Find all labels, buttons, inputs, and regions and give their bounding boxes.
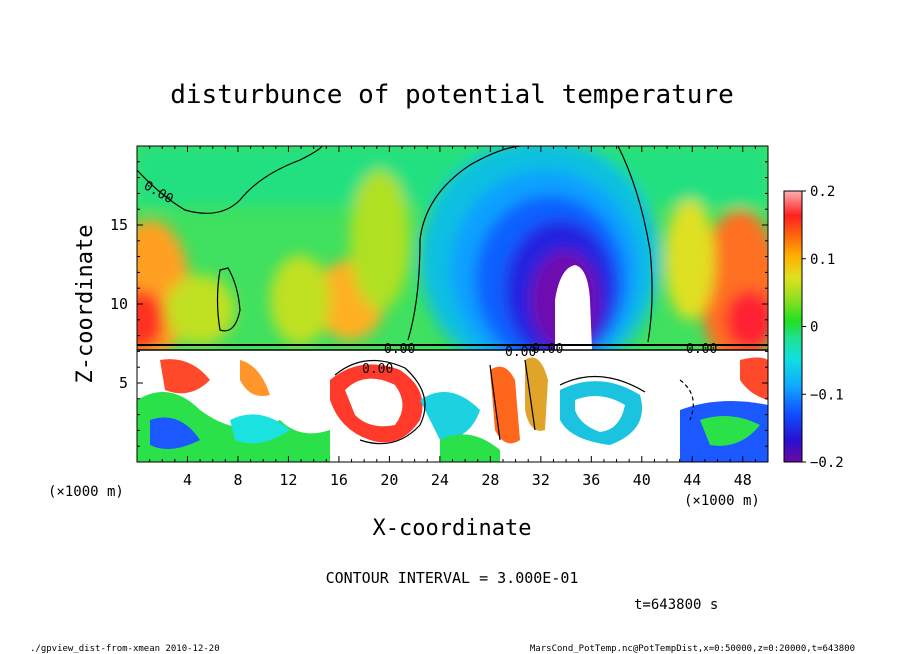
x-tick-label: 16: [330, 471, 348, 489]
contour-label: 0.00: [505, 345, 536, 360]
colorbar-tick-label: −0.2: [810, 455, 844, 471]
colorbar-tick-label: −0.1: [810, 387, 844, 403]
y-axis: 5 10 15: [110, 161, 768, 447]
x-unit-left: (×1000 m): [48, 484, 124, 500]
heatmap-field: [137, 146, 768, 462]
x-tick-label: 20: [380, 471, 398, 489]
colorbar-tick-label: 0: [810, 320, 818, 336]
contour-label: 0.00: [532, 342, 563, 357]
y-tick-label: 10: [110, 295, 128, 313]
contour-label: 0.00: [362, 362, 393, 377]
contour-interval: CONTOUR INTERVAL = 3.000E-01: [326, 569, 579, 587]
time-stamp: t=643800 s: [634, 597, 718, 613]
colorbar-ticks: 0.2 0.1 0 −0.1 −0.2: [802, 184, 844, 471]
x-tick-label: 4: [183, 471, 192, 489]
x-tick-label: 44: [683, 471, 701, 489]
x-axis: 4 8 12 16 20 24 28 32 36 40 44 48: [149, 146, 756, 489]
x-tick-label: 28: [481, 471, 499, 489]
colorbar: [783, 190, 803, 463]
x-tick-label: 8: [233, 471, 242, 489]
footer-left: ./gpview_dist-from-xmean 2010-12-20: [30, 644, 220, 654]
colorbar-tick-label: 0.1: [810, 252, 835, 268]
x-tick-label: 24: [431, 471, 449, 489]
contour-label: 0.00: [384, 342, 415, 357]
contour-label: 0.00: [686, 342, 717, 357]
x-axis-label: X-coordinate: [373, 516, 532, 541]
x-tick-label: 48: [734, 471, 752, 489]
x-tick-label: 12: [279, 471, 297, 489]
chart-title: disturbunce of potential temperature: [170, 80, 734, 110]
x-tick-label: 40: [633, 471, 651, 489]
footer-right: MarsCond_PotTemp.nc@PotTempDist,x=0:5000…: [530, 644, 855, 654]
x-tick-label: 32: [532, 471, 550, 489]
x-tick-label: 36: [582, 471, 600, 489]
colorbar-tick-label: 0.2: [810, 184, 835, 200]
y-axis-label: Z-coordinate: [73, 225, 98, 384]
x-unit-right: (×1000 m): [684, 493, 760, 509]
y-tick-label: 5: [119, 374, 128, 392]
y-tick-label: 15: [110, 216, 128, 234]
